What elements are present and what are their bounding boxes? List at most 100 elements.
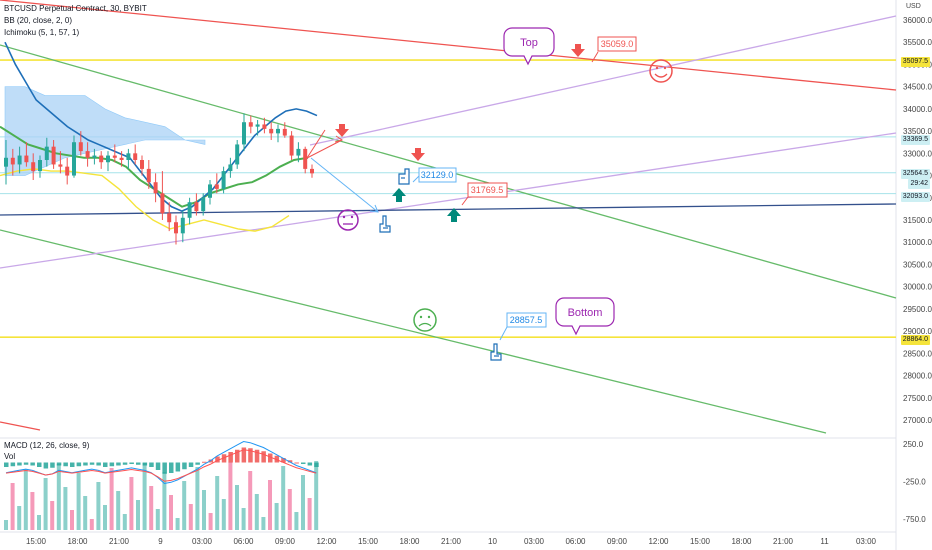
time-axis-tick: 15:00 xyxy=(690,537,711,546)
macd-histogram-bar xyxy=(314,462,319,467)
volume-bar xyxy=(235,485,239,530)
volume-bar xyxy=(307,498,312,530)
candle-body xyxy=(310,168,314,174)
volume-bar xyxy=(63,487,68,530)
candle-body xyxy=(282,128,287,136)
price-axis-tick: 33500.0 xyxy=(903,127,932,136)
macd-histogram-bar xyxy=(301,462,306,464)
macd-pane[interactable] xyxy=(4,440,319,531)
candle-body xyxy=(38,160,42,172)
macd-histogram-bar xyxy=(70,462,75,467)
price-box-31769[interactable]: 31769.5 xyxy=(461,182,508,206)
candle-body xyxy=(51,146,56,165)
price-axis-tick: 30500.0 xyxy=(903,260,932,269)
volume-bar xyxy=(109,468,114,530)
volume-bar xyxy=(287,489,292,530)
time-axis-tick: 10 xyxy=(488,537,497,546)
price-box-28857[interactable]: 28857.5 xyxy=(499,312,547,341)
top-callout-text: Top xyxy=(520,37,538,49)
time-axis-tick: 12:00 xyxy=(316,537,337,546)
macd-histogram-bar xyxy=(89,462,95,465)
candle-body xyxy=(262,124,267,129)
neutral-face-icon xyxy=(337,209,359,231)
price-pane[interactable] xyxy=(0,0,896,438)
vol-legend[interactable]: Vol xyxy=(4,452,18,461)
pointing-hand-icon xyxy=(379,215,391,233)
candle-body xyxy=(187,202,192,218)
time-axis-tick: 03:00 xyxy=(192,537,213,546)
time-axis[interactable]: 15:00 18:00 21:00 9 03:00 06:00 09:00 12:00 15:0… xyxy=(26,537,877,546)
drawing-annotations[interactable]: Top Bottom 35059.0 32129.0 31769.5 28857… xyxy=(306,27,673,361)
macd-histogram-bar xyxy=(248,448,253,463)
candles-layer xyxy=(4,113,314,245)
price-box-35059[interactable]: 35059.0 xyxy=(591,36,637,63)
candle-body xyxy=(112,155,117,158)
macd-line xyxy=(5,440,317,485)
candle-body xyxy=(269,128,274,134)
volume-bar xyxy=(30,492,35,530)
macd-histogram-bar xyxy=(23,462,29,465)
macd-histogram-bar xyxy=(228,452,233,463)
macd-legend[interactable]: MACD (12, 26, close, 9) xyxy=(4,441,92,450)
candle-body xyxy=(194,202,199,212)
candle-body xyxy=(4,157,8,167)
macd-histogram-bar xyxy=(287,460,293,463)
volume-bar xyxy=(221,499,226,530)
price-label-28864: 28864.0 xyxy=(900,335,930,345)
price-box-32129[interactable]: 32129.0 xyxy=(412,167,457,183)
red-trendline-lower xyxy=(0,421,41,431)
macd-histogram-bar xyxy=(103,462,108,467)
macd-histogram-bar xyxy=(175,462,181,472)
projection-arrow-blue xyxy=(310,157,379,213)
arrow-down-icon xyxy=(335,124,349,137)
volume-bar xyxy=(76,473,81,530)
price-axis-tick: 27500.0 xyxy=(903,394,932,403)
macd-legend-text: MACD (12, 26, close, 9) xyxy=(4,441,90,450)
happy-face-icon xyxy=(649,59,673,83)
candle-body xyxy=(228,164,233,172)
candle-body xyxy=(10,157,15,165)
price-axis[interactable]: 36000.035500.035000.034500.034000.033500… xyxy=(903,16,932,425)
candle-body xyxy=(242,122,246,145)
candle-body xyxy=(153,182,158,194)
price-label-32093: 32093.0 xyxy=(900,192,930,202)
volume-bar xyxy=(43,478,48,530)
candle-body xyxy=(65,166,70,176)
symbol-legend[interactable]: BTCUSD Perpetual Contract, 30, BYBIT xyxy=(4,4,150,13)
trend-channels[interactable] xyxy=(0,0,897,434)
navy-trendline xyxy=(0,203,897,216)
time-axis-tick: 12:00 xyxy=(648,537,669,546)
price-box-35059-text: 35059.0 xyxy=(601,39,634,49)
macd-histogram-bar xyxy=(281,458,286,463)
macd-axis[interactable]: 250.0 -250.0 -750.0 xyxy=(903,440,926,524)
macd-histogram-bar xyxy=(56,462,62,466)
volume-bar xyxy=(122,514,127,530)
price-axis-tick: 27000.0 xyxy=(903,416,932,425)
volume-bar xyxy=(103,505,107,530)
volume-bar xyxy=(155,509,160,530)
candle-body xyxy=(17,155,22,165)
top-callout[interactable]: Top xyxy=(503,27,555,66)
countdown-label: 29:42 xyxy=(908,179,930,189)
macd-histogram-bar xyxy=(76,462,82,467)
macd-histogram-bar xyxy=(162,462,167,474)
vol-legend-text: Vol xyxy=(4,452,16,461)
price-axis-tick: 29000.0 xyxy=(903,327,932,336)
volume-bar xyxy=(294,512,299,530)
volume-bar xyxy=(248,471,253,530)
time-axis-tick: 15:00 xyxy=(358,537,379,546)
time-axis-tick: 06:00 xyxy=(565,537,586,546)
ichimoku-legend[interactable]: Ichimoku (5, 1, 57, 1) xyxy=(4,28,82,37)
candle-body xyxy=(221,171,226,189)
price-axis-tick: 28000.0 xyxy=(903,372,932,381)
macd-histogram-bar xyxy=(254,449,260,463)
price-axis-tick: 31000.0 xyxy=(903,238,932,247)
volume-bar xyxy=(129,477,134,530)
bottom-callout[interactable]: Bottom xyxy=(555,297,615,336)
price-axis-tick: 34000.0 xyxy=(903,105,932,114)
bb-legend[interactable]: BB (20, close, 2, 0) xyxy=(4,16,75,25)
arrow-up-icon xyxy=(447,208,461,222)
macd-histogram-bar xyxy=(188,462,194,467)
volume-bar xyxy=(175,518,180,530)
